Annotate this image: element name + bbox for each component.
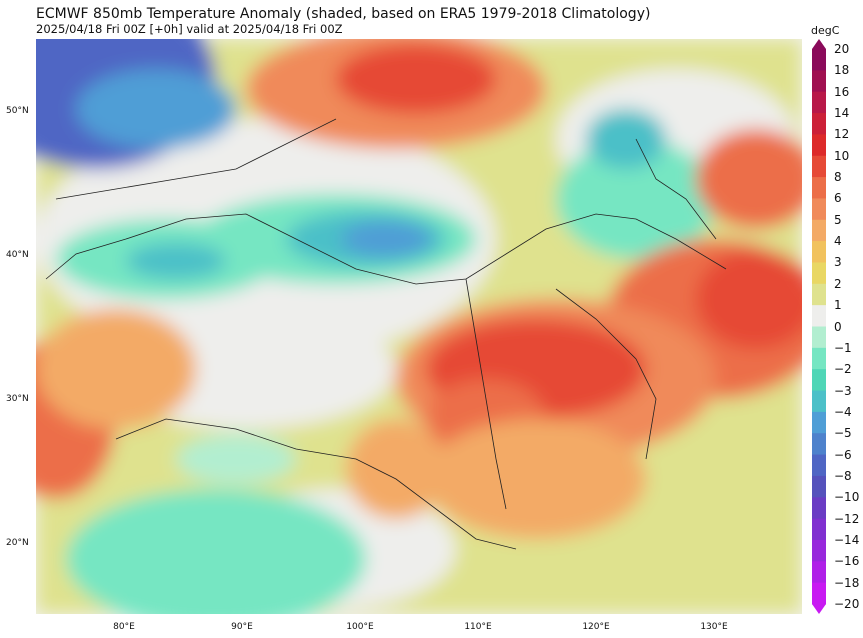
lon-label-130: 130°E — [700, 622, 728, 632]
colorbar-tick-label: 8 — [834, 170, 842, 185]
cold-anomaly — [556, 139, 716, 259]
colorbar-segment — [812, 155, 826, 178]
cold-anomaly — [341, 221, 431, 257]
cold-anomaly — [586, 109, 666, 169]
colorbar-tick-label: 5 — [834, 212, 842, 227]
colorbar-tick-label: −8 — [834, 468, 852, 483]
colorbar-segment — [812, 49, 826, 71]
warm-anomaly — [36, 309, 196, 429]
colorbar-segment — [812, 454, 826, 477]
colorbar-tick-label: 2 — [834, 276, 842, 291]
colorbar-tick-label: 1 — [834, 298, 842, 313]
colorbar-tick-label: −18 — [834, 575, 860, 590]
lon-label-90: 90°E — [231, 622, 253, 632]
cold-anomaly — [126, 243, 226, 279]
lon-label-100: 100°E — [346, 622, 374, 632]
colorbar-segment — [812, 475, 826, 498]
warm-anomaly — [346, 419, 446, 519]
colorbar-extend-bottom — [812, 604, 826, 614]
colorbar-segment — [812, 198, 826, 221]
colorbar-unit: degC — [811, 24, 840, 37]
colorbar-segment — [812, 539, 826, 562]
lat-label-20: 20°N — [6, 538, 29, 548]
colorbar-segment — [812, 91, 826, 114]
colorbar-tick-label: 12 — [834, 127, 850, 142]
colorbar-segment — [812, 561, 826, 584]
lat-label-50: 50°N — [6, 106, 29, 116]
colorbar-tick-label: −6 — [834, 447, 852, 462]
colorbar-tick-label: −12 — [834, 511, 860, 526]
colorbar-tick-label: −3 — [834, 383, 852, 398]
colorbar — [812, 39, 826, 614]
colorbar-tick-label: 16 — [834, 84, 850, 99]
cold-anomaly — [76, 69, 236, 149]
colorbar-tick-label: 4 — [834, 234, 842, 249]
colorbar-segment — [812, 390, 826, 413]
lon-label-80: 80°E — [113, 622, 135, 632]
colorbar-segment — [812, 497, 826, 520]
colorbar-tick-label: 0 — [834, 319, 842, 334]
country-borders — [45, 118, 727, 550]
colorbar-tick-label: −10 — [834, 490, 860, 505]
lat-label-30: 30°N — [6, 394, 29, 404]
colorbar-segment — [812, 518, 826, 541]
colorbar-tick-label: 14 — [834, 106, 850, 121]
colorbar-tick-label: 10 — [834, 148, 850, 163]
colorbar-tick-label: 20 — [834, 42, 850, 56]
colorbar-segment — [812, 113, 826, 135]
warm-anomaly — [696, 249, 802, 349]
colorbar-tick-label: −2 — [834, 362, 852, 377]
colorbar-segment — [812, 219, 826, 242]
colorbar-segment — [812, 305, 826, 327]
colorbar-tick-label: 18 — [834, 63, 850, 78]
colorbar-tick-label: 6 — [834, 191, 842, 206]
colorbar-tick-label: −14 — [834, 532, 860, 547]
lat-label-40: 40°N — [6, 250, 29, 260]
colorbar-tick-label: −5 — [834, 426, 852, 441]
colorbar-segment — [812, 433, 826, 456]
colorbar-segment — [812, 134, 826, 157]
colorbar-segment — [812, 177, 826, 199]
colorbar-segment — [812, 262, 826, 285]
warm-anomaly — [336, 44, 496, 114]
cold-anomaly — [66, 489, 366, 614]
cold-anomaly — [176, 434, 296, 484]
lon-label-120: 120°E — [582, 622, 610, 632]
colorbar-segment — [812, 241, 826, 263]
colorbar-extend-top — [812, 39, 826, 49]
colorbar-tick-label: −20 — [834, 597, 860, 611]
warm-anomaly — [696, 129, 802, 229]
colorbar-segment — [812, 283, 826, 306]
chart-title: ECMWF 850mb Temperature Anomaly (shaded,… — [36, 6, 651, 22]
chart-subtitle: 2025/04/18 Fri 00Z [+0h] valid at 2025/0… — [36, 22, 343, 36]
lon-label-110: 110°E — [464, 622, 492, 632]
warm-anomaly — [426, 419, 646, 539]
colorbar-tick-label: −1 — [834, 340, 852, 355]
temperature-anomaly-map — [36, 39, 802, 614]
colorbar-segment — [812, 411, 826, 434]
colorbar-tick-label: 3 — [834, 255, 842, 270]
colorbar-segment — [812, 326, 826, 349]
colorbar-segment — [812, 369, 826, 392]
colorbar-tick-label: −16 — [834, 554, 860, 569]
colorbar-segment — [812, 347, 826, 370]
colorbar-tick-label: −4 — [834, 404, 852, 419]
colorbar-segment — [812, 582, 826, 605]
colorbar-segment — [812, 70, 826, 93]
